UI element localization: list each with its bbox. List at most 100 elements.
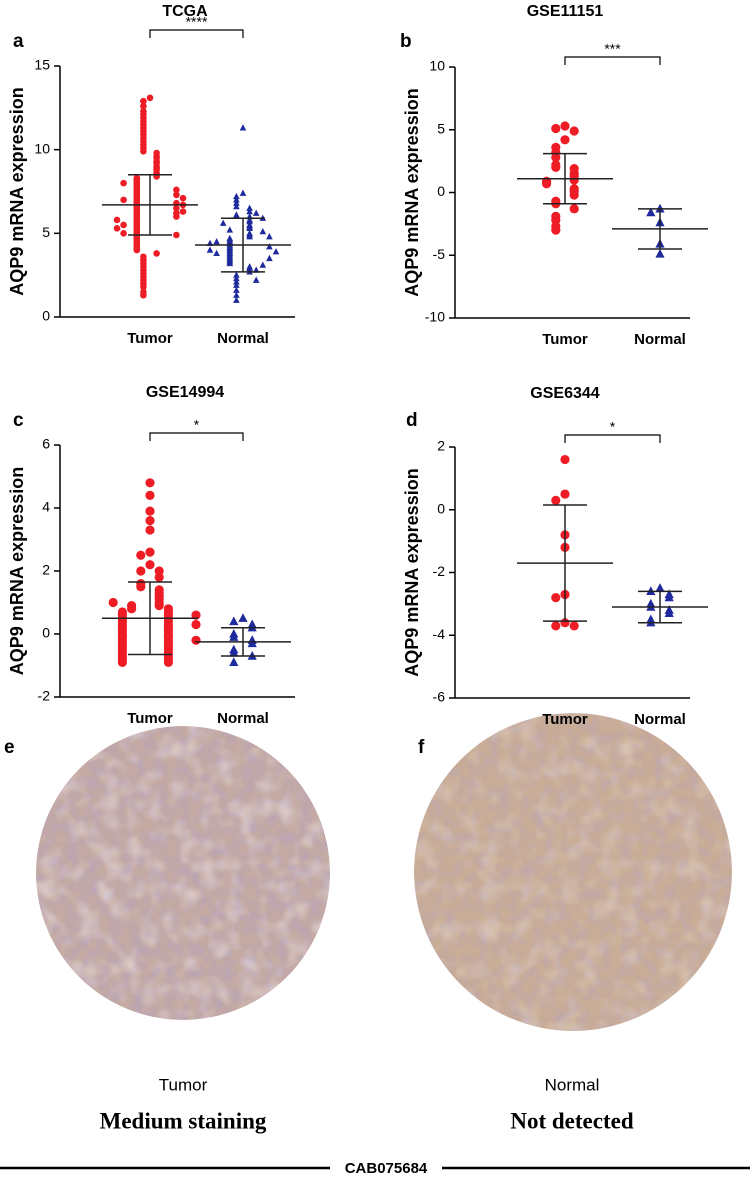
data-point	[120, 196, 127, 204]
data-point	[127, 604, 137, 614]
y-tick-label: 4	[42, 499, 50, 515]
data-point	[233, 192, 240, 200]
significance-label: ****	[186, 14, 208, 30]
data-point	[120, 221, 127, 229]
data-point	[655, 583, 665, 592]
data-point	[233, 281, 240, 288]
x-tick-label: Normal	[217, 330, 269, 347]
data-point	[213, 238, 220, 245]
data-point	[238, 613, 248, 622]
data-point	[173, 231, 180, 239]
data-point	[154, 566, 164, 576]
data-point	[551, 225, 561, 235]
sd-bar	[543, 152, 587, 205]
y-tick-label: 0	[42, 625, 50, 641]
data-point	[551, 621, 561, 631]
y-tick-label: 2	[437, 438, 445, 454]
significance-bracket	[149, 29, 244, 38]
data-point	[246, 207, 253, 215]
data-point	[140, 102, 147, 110]
staining-label: Not detected	[510, 1108, 633, 1133]
chart-title: GSE14994	[146, 384, 224, 401]
data-point	[266, 243, 273, 250]
y-tick-label: -6	[433, 689, 446, 705]
sd-bar	[638, 590, 682, 624]
data-point	[173, 213, 180, 220]
y-tick-label: 5	[42, 224, 50, 240]
data-point	[145, 525, 155, 535]
data-point	[551, 123, 561, 134]
data-point	[560, 121, 570, 131]
data-point	[140, 291, 147, 299]
panel-label: b	[400, 31, 412, 52]
x-tick-label: Tumor	[127, 330, 173, 347]
y-axis-label: AQP9 mRNA expression	[402, 468, 422, 676]
data-point	[551, 495, 561, 505]
x-tick-label: Tumor	[127, 710, 173, 727]
data-point	[266, 233, 273, 240]
chart-title: TCGA	[162, 3, 208, 20]
x-tick-label: Normal	[217, 710, 269, 727]
data-point	[120, 179, 127, 187]
data-point	[173, 186, 180, 194]
chart-title: GSE11151	[527, 3, 604, 20]
chart-title: GSE6344	[530, 385, 599, 402]
tissue-core-normal	[414, 713, 732, 1031]
data-point	[219, 219, 227, 226]
data-point	[569, 190, 579, 200]
data-point	[560, 135, 570, 145]
data-point	[145, 490, 155, 500]
data-point	[247, 638, 257, 648]
data-point	[542, 179, 552, 189]
data-point	[233, 296, 240, 303]
y-tick-label: 0	[42, 308, 50, 324]
data-point	[179, 208, 187, 215]
y-tick-label: 10	[34, 140, 50, 156]
data-point	[233, 211, 240, 218]
data-point	[136, 566, 146, 576]
data-point	[173, 204, 180, 212]
data-point	[569, 126, 579, 136]
sd-bar	[543, 504, 587, 622]
x-tick-label: Tumor	[542, 331, 588, 348]
data-point	[136, 550, 146, 560]
sd-bar	[638, 208, 682, 250]
data-point	[229, 632, 239, 641]
significance-bracket	[564, 434, 661, 443]
y-tick-label: 5	[437, 120, 445, 136]
data-point	[246, 217, 253, 225]
panel-label: f	[418, 737, 425, 758]
data-point	[272, 248, 280, 255]
y-axis-label: AQP9 mRNA expression	[7, 467, 27, 675]
data-point	[140, 97, 147, 105]
y-axis-label: AQP9 mRNA expression	[7, 87, 27, 295]
data-point	[179, 194, 187, 202]
data-point	[113, 225, 121, 232]
x-tick-label: Normal	[634, 711, 686, 728]
data-point	[108, 597, 118, 608]
data-point	[239, 189, 247, 196]
data-point	[646, 207, 656, 217]
y-tick-label: -4	[433, 626, 446, 642]
data-point	[569, 204, 579, 214]
y-tick-label: 2	[42, 562, 50, 578]
x-tick-label: Tumor	[542, 711, 588, 728]
antibody-label: CAB075684	[345, 1160, 428, 1177]
tissue-core-tumor	[36, 726, 330, 1020]
data-point	[113, 216, 121, 224]
panel-label: c	[13, 410, 24, 431]
y-tick-label: 6	[42, 436, 50, 452]
data-point	[233, 196, 240, 203]
data-point	[206, 246, 214, 253]
data-point	[569, 621, 579, 631]
staining-label: Medium staining	[100, 1108, 267, 1133]
data-point	[551, 593, 561, 603]
data-point	[560, 454, 570, 465]
significance-label: ***	[604, 41, 621, 57]
data-point	[266, 254, 273, 262]
y-axis-label: AQP9 mRNA expression	[402, 88, 422, 296]
x-tick-label: Normal	[634, 331, 686, 348]
data-point	[259, 261, 267, 268]
data-point	[145, 516, 155, 526]
